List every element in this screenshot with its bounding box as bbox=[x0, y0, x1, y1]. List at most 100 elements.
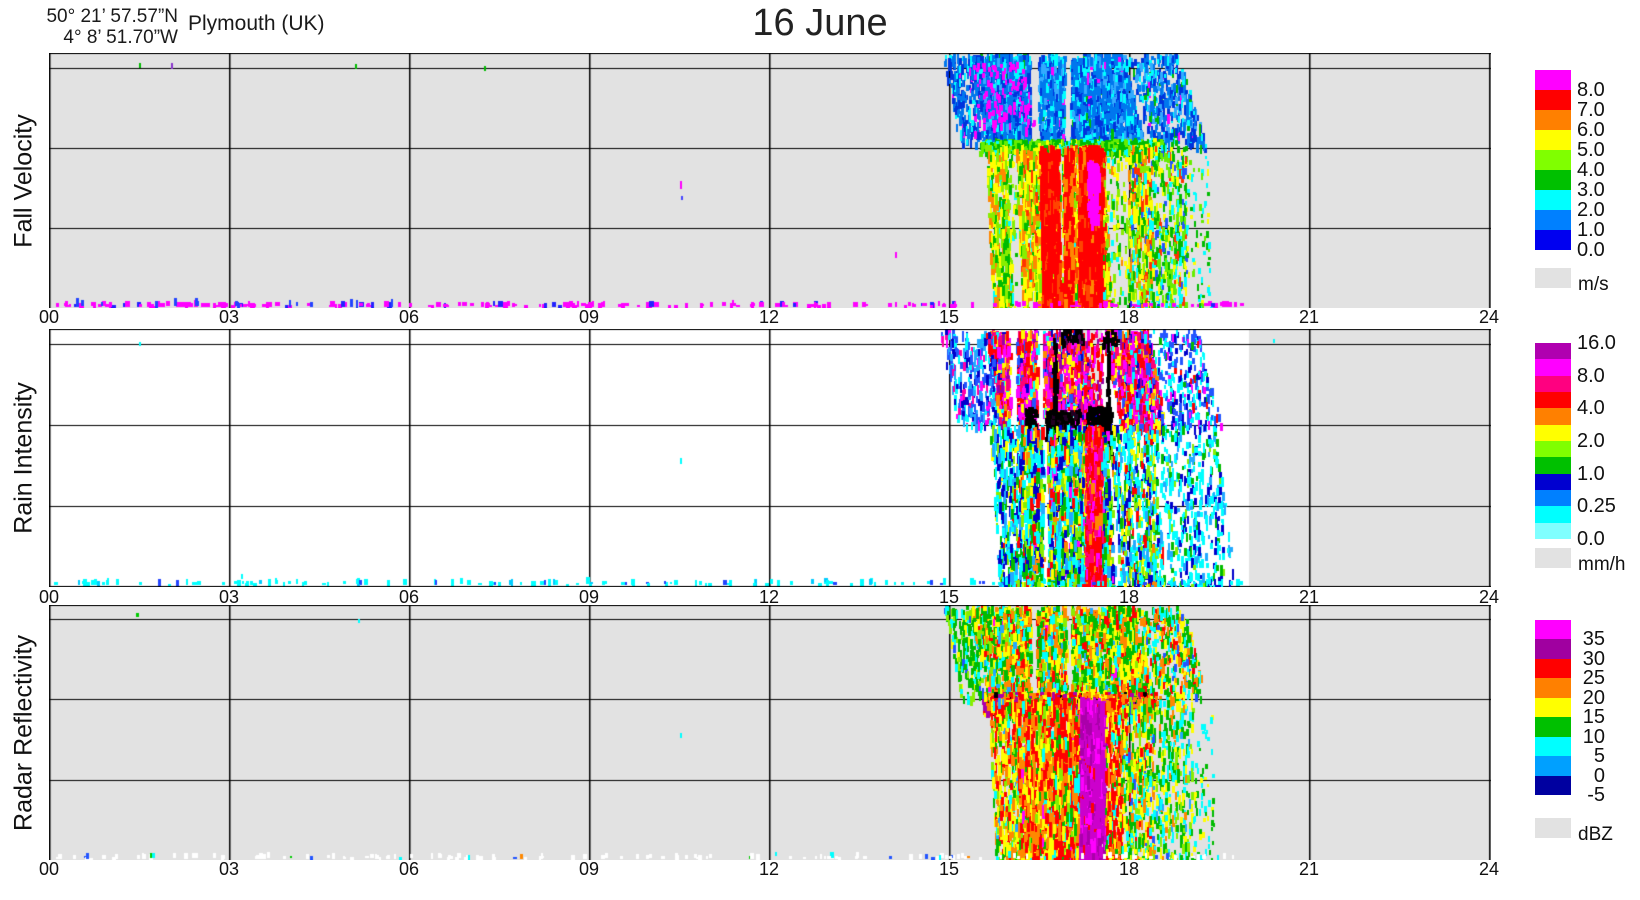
colorbar-tick-label-rain-intensity-0.25: 0.25 bbox=[1577, 495, 1616, 518]
y-axis-label-radar-reflectivity: Radar Reflectivity bbox=[9, 634, 38, 831]
panel-canvas-fall-velocity bbox=[49, 53, 1491, 308]
colorbar-block-radar-reflectivity-3 bbox=[1535, 678, 1571, 698]
x-tick-rain-intensity-09: 09 bbox=[578, 587, 600, 607]
colorbar-unit-label-fall-velocity: m/s bbox=[1578, 274, 1609, 295]
colorbar-block-radar-reflectivity-6 bbox=[1535, 736, 1571, 757]
x-tick-rain-intensity-18: 18 bbox=[1118, 587, 1140, 607]
x-tick-rain-intensity-00: 00 bbox=[38, 587, 60, 607]
colorbar-tick-label-radar-reflectivity-30: 30 bbox=[1582, 647, 1605, 670]
x-tick-rain-intensity-12: 12 bbox=[758, 587, 780, 607]
colorbar-block-rain-intensity-4 bbox=[1535, 408, 1571, 425]
y-axis-label-rain-intensity: Rain Intensity bbox=[9, 382, 38, 534]
colorbar-tick-label-fall-velocity-3.0: 3.0 bbox=[1577, 179, 1605, 201]
colorbar-block-rain-intensity-2 bbox=[1535, 375, 1571, 392]
x-tick-radar-reflectivity-03: 03 bbox=[218, 859, 240, 879]
x-tick-radar-reflectivity-06: 06 bbox=[398, 859, 420, 879]
colorbar-tick-label-fall-velocity-0.0: 0.0 bbox=[1577, 239, 1605, 261]
x-tick-radar-reflectivity-09: 09 bbox=[578, 859, 600, 879]
colorbar-tick-label-radar-reflectivity-35: 35 bbox=[1582, 628, 1605, 651]
colorbar-block-fall-velocity-5 bbox=[1535, 170, 1571, 190]
colorbar-tick-label-rain-intensity-4.0: 4.0 bbox=[1577, 397, 1605, 420]
x-tick-fall-velocity-03: 03 bbox=[218, 307, 240, 327]
colorbar-tick-label-radar-reflectivity-20: 20 bbox=[1582, 686, 1605, 709]
colorbar-block-rain-intensity-6 bbox=[1535, 440, 1571, 458]
colorbar-tick-label-radar-reflectivity-0: 0 bbox=[1593, 764, 1605, 787]
colorbar-unit-label-rain-intensity: mm/h bbox=[1578, 554, 1626, 575]
x-tick-fall-velocity-06: 06 bbox=[398, 307, 420, 327]
x-tick-fall-velocity-12: 12 bbox=[758, 307, 780, 327]
panel-radar-reflectivity bbox=[49, 605, 1491, 860]
colorbar-block-fall-velocity-6 bbox=[1535, 190, 1571, 210]
colorbar-tick-label-fall-velocity-2.0: 2.0 bbox=[1577, 199, 1605, 221]
x-tick-radar-reflectivity-21: 21 bbox=[1298, 859, 1320, 879]
colorbar-unit-label-radar-reflectivity: dBZ bbox=[1578, 824, 1613, 845]
colorbar-block-radar-reflectivity-7 bbox=[1535, 756, 1571, 776]
x-tick-fall-velocity-15: 15 bbox=[938, 307, 960, 327]
colorbar-block-rain-intensity-0 bbox=[1535, 343, 1571, 360]
latitude-text: 50° 21’ 57.57”N bbox=[46, 6, 178, 27]
colorbar-tick-label-fall-velocity-6.0: 6.0 bbox=[1577, 119, 1605, 141]
x-tick-rain-intensity-21: 21 bbox=[1298, 587, 1320, 607]
x-tick-fall-velocity-21: 21 bbox=[1298, 307, 1320, 327]
colorbar-tick-label-radar-reflectivity-15: 15 bbox=[1582, 706, 1605, 729]
y-axis-label-fall-velocity: Fall Velocity bbox=[9, 113, 38, 248]
figure-title: 16 June bbox=[752, 2, 888, 44]
panel-canvas-rain-intensity bbox=[49, 329, 1491, 587]
colorbar-tick-label-rain-intensity-16.0: 16.0 bbox=[1577, 332, 1616, 354]
colorbar-nodata-box-rain-intensity bbox=[1535, 548, 1571, 568]
colorbar-nodata-box-fall-velocity bbox=[1535, 268, 1571, 288]
colorbar-tick-label-fall-velocity-8.0: 8.0 bbox=[1577, 79, 1605, 101]
panel-rain-intensity bbox=[49, 329, 1491, 587]
colorbar-block-fall-velocity-8 bbox=[1535, 230, 1571, 250]
panel-fall-velocity bbox=[49, 53, 1491, 308]
colorbar-block-fall-velocity-1 bbox=[1535, 90, 1571, 110]
x-axis-ticks-rain-intensity: 00 03 06 09 12 15 18 21 24 bbox=[0, 587, 1640, 607]
colorbar-block-rain-intensity-1 bbox=[1535, 359, 1571, 376]
x-tick-rain-intensity-06: 06 bbox=[398, 587, 420, 607]
x-tick-rain-intensity-15: 15 bbox=[938, 587, 960, 607]
colorbar-block-fall-velocity-4 bbox=[1535, 150, 1571, 170]
colorbar-block-rain-intensity-9 bbox=[1535, 489, 1571, 507]
colorbar-block-rain-intensity-3 bbox=[1535, 391, 1571, 409]
x-tick-fall-velocity-24: 24 bbox=[1478, 307, 1500, 327]
colorbar-block-rain-intensity-11 bbox=[1535, 522, 1571, 539]
colorbar-tick-label-rain-intensity-2.0: 2.0 bbox=[1577, 429, 1605, 452]
colorbar-block-radar-reflectivity-0 bbox=[1535, 620, 1571, 640]
x-tick-fall-velocity-00: 00 bbox=[38, 307, 60, 327]
colorbar-tick-label-fall-velocity-1.0: 1.0 bbox=[1577, 219, 1605, 241]
x-tick-radar-reflectivity-24: 24 bbox=[1478, 859, 1500, 879]
colorbar-tick-label-rain-intensity-1.0: 1.0 bbox=[1577, 462, 1605, 485]
x-tick-fall-velocity-09: 09 bbox=[578, 307, 600, 327]
x-tick-radar-reflectivity-12: 12 bbox=[758, 859, 780, 879]
x-tick-radar-reflectivity-00: 00 bbox=[38, 859, 60, 879]
colorbar-tick-label-fall-velocity-7.0: 7.0 bbox=[1577, 99, 1605, 121]
colorbar-block-radar-reflectivity-5 bbox=[1535, 717, 1571, 737]
colorbar-block-radar-reflectivity-2 bbox=[1535, 658, 1571, 679]
colorbar-block-fall-velocity-3 bbox=[1535, 130, 1571, 150]
colorbar-block-rain-intensity-8 bbox=[1535, 473, 1571, 490]
colorbar-block-rain-intensity-10 bbox=[1535, 506, 1571, 523]
colorbar-block-rain-intensity-7 bbox=[1535, 457, 1571, 474]
colorbar-block-fall-velocity-2 bbox=[1535, 110, 1571, 130]
x-axis-ticks-radar-reflectivity: 00 03 06 09 12 15 18 21 24 bbox=[0, 859, 1640, 879]
x-tick-rain-intensity-03: 03 bbox=[218, 587, 240, 607]
colorbar-block-rain-intensity-5 bbox=[1535, 424, 1571, 441]
colorbar-block-fall-velocity-0 bbox=[1535, 70, 1571, 90]
colorbar-tick-label-fall-velocity-4.0: 4.0 bbox=[1577, 159, 1605, 181]
colorbar-tick-label-radar-reflectivity-10: 10 bbox=[1582, 725, 1605, 748]
x-tick-radar-reflectivity-18: 18 bbox=[1118, 859, 1140, 879]
colorbar-block-fall-velocity-7 bbox=[1535, 210, 1571, 230]
x-axis-ticks-fall-velocity: 00 03 06 09 12 15 18 21 24 bbox=[0, 307, 1640, 327]
colorbar-block-radar-reflectivity-4 bbox=[1535, 697, 1571, 718]
header-coordinates: 50° 21’ 57.57”N 4° 8’ 51.70”W bbox=[26, 6, 178, 48]
station-name: Plymouth (UK) bbox=[188, 12, 325, 35]
colorbar-block-radar-reflectivity-8 bbox=[1535, 775, 1571, 795]
colorbar-tick-label-rain-intensity-8.0: 8.0 bbox=[1577, 364, 1605, 387]
colorbar-tick-label-radar-reflectivity-5: 5 bbox=[1593, 745, 1605, 768]
panel-canvas-radar-reflectivity bbox=[49, 605, 1491, 860]
x-tick-rain-intensity-24: 24 bbox=[1478, 587, 1500, 607]
colorbar-block-radar-reflectivity-1 bbox=[1535, 639, 1571, 659]
colorbar-nodata-box-radar-reflectivity bbox=[1535, 818, 1571, 838]
colorbar-tick-label-radar-reflectivity--5: -5 bbox=[1587, 783, 1605, 806]
longitude-text: 4° 8’ 51.70”W bbox=[63, 27, 178, 48]
